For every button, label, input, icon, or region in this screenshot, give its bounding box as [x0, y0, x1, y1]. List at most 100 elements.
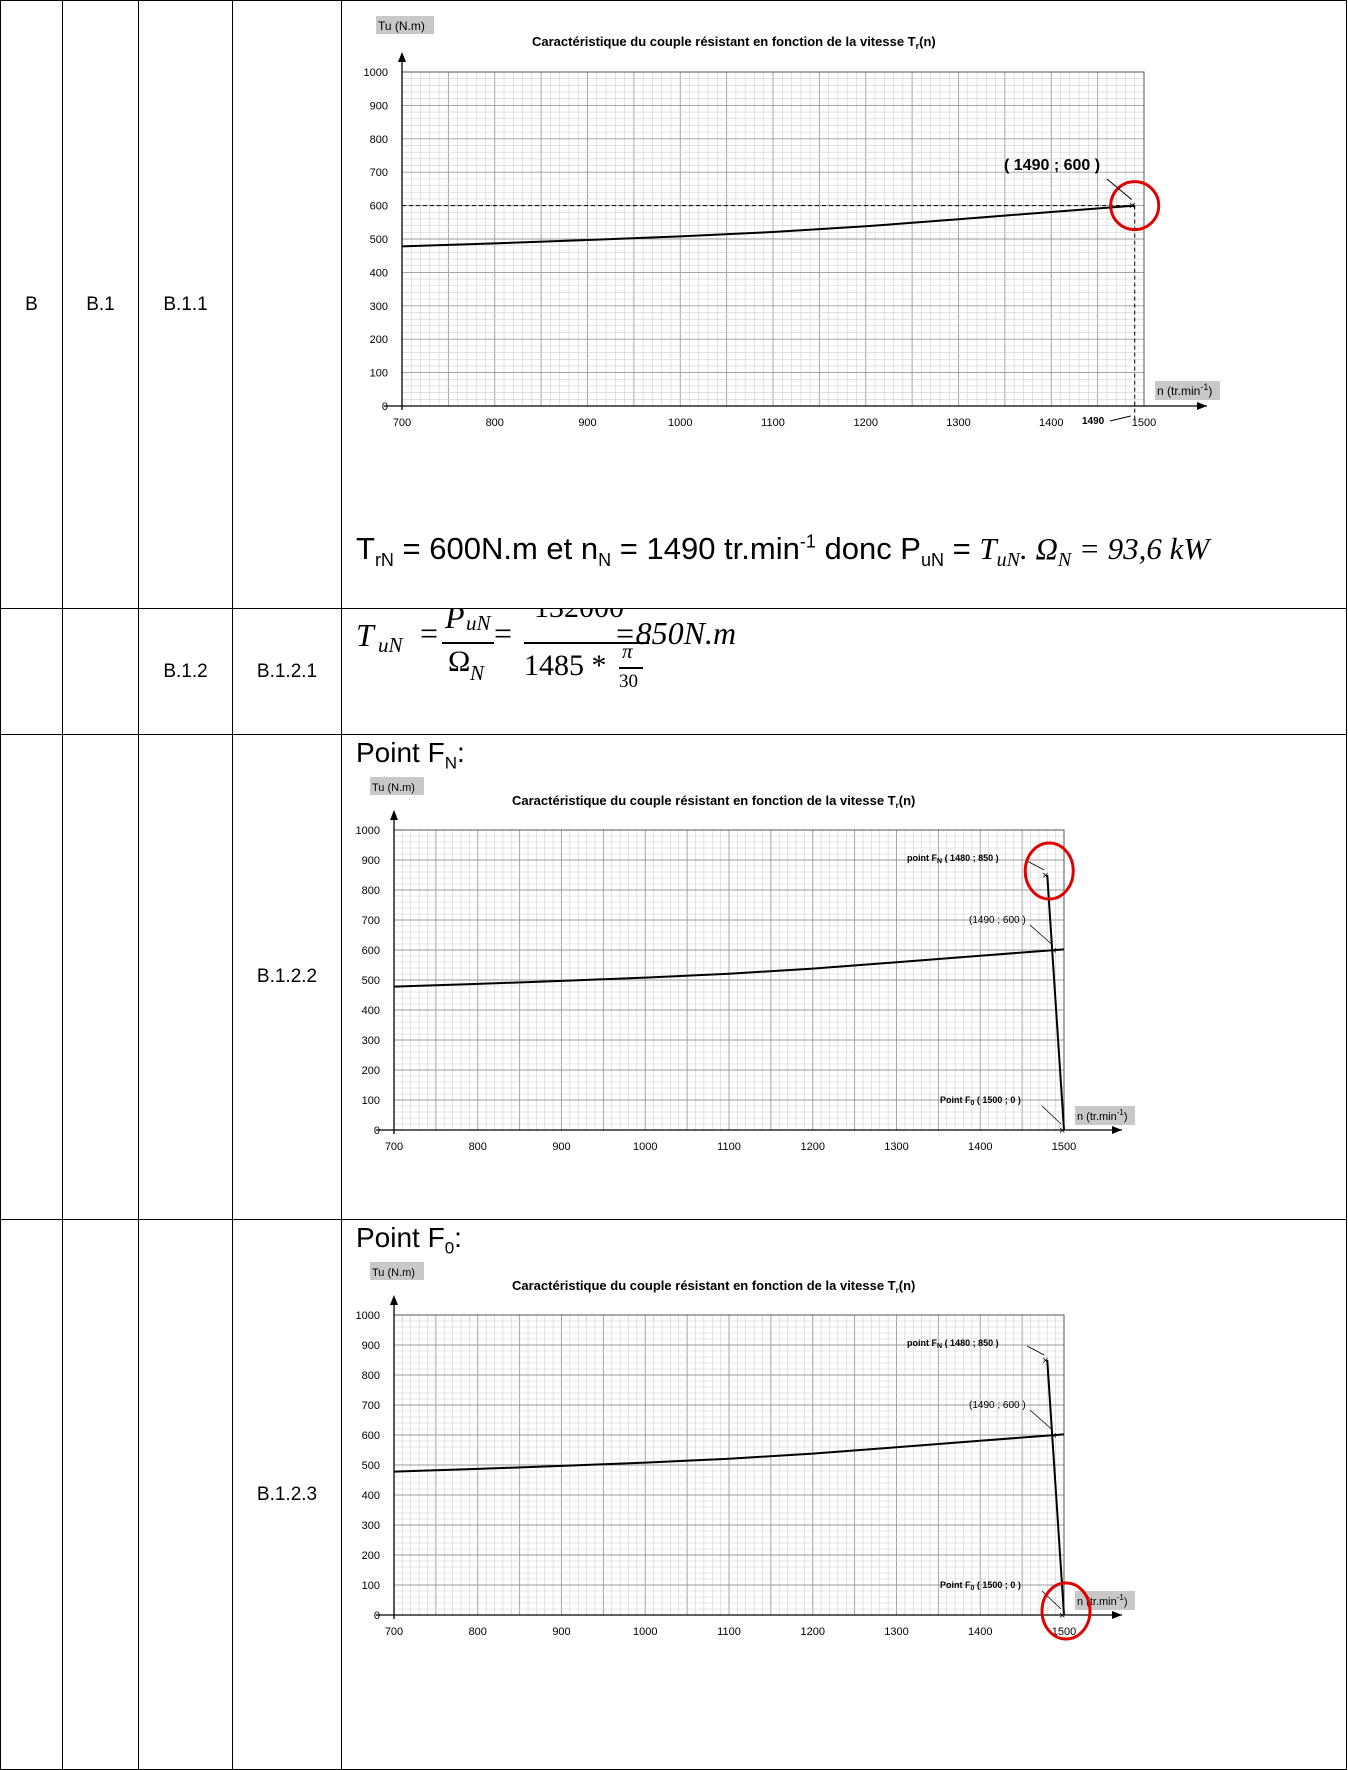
- y-label-bg: [370, 777, 424, 795]
- table-row: B.1.2 B.1.2.1 T uN = P uN Ω N = 132000 1…: [0, 608, 1347, 735]
- formula-nominal-torque: T uN = P uN Ω N = 132000 1485 * π 30 =85…: [356, 609, 737, 692]
- cell-part: [62, 734, 139, 1220]
- cell-section: [0, 1219, 63, 1770]
- y-tick-label: 500: [362, 975, 380, 987]
- cell-question: B.1.1: [138, 0, 233, 609]
- annotation-arrow: [1029, 924, 1053, 946]
- y-tick-label: 400: [362, 1490, 380, 1502]
- x-tick-label: 1500: [1052, 1626, 1076, 1638]
- x-label-bg: [1155, 381, 1220, 400]
- y-tick-label: 0: [374, 1610, 380, 1622]
- fraction-bar: [619, 667, 643, 669]
- y-tick-label: 1000: [364, 67, 388, 79]
- y-tick-label: 0: [382, 401, 388, 413]
- annotation-arrow: [1029, 1409, 1053, 1431]
- point-marker: ×: [1051, 945, 1057, 957]
- y-tick-label: 700: [370, 167, 388, 179]
- x-tick-label: 700: [385, 1626, 403, 1638]
- table-row: B.1.2.3 Point F0: 0 100 200 300 400 500 600 700…: [0, 1219, 1347, 1770]
- point-f0-annotation: Point F0 ( 1500 ; 0 ): [940, 1095, 1021, 1107]
- x-tick-label: 700: [385, 1141, 403, 1153]
- y-tick-label: 100: [362, 1095, 380, 1107]
- y-tick-label: 800: [362, 1370, 380, 1382]
- highlight-circle: [1023, 841, 1075, 901]
- x-tick-label: 1300: [946, 417, 970, 429]
- point-f0-heading: Point F0:: [356, 1222, 462, 1258]
- x-value-annotation: 1490: [1082, 416, 1105, 427]
- answer-cell: Point FN: 0 100 200 300 400 500 600 700 800 900 10…: [341, 734, 1347, 1220]
- cell-section: B: [0, 0, 63, 609]
- y-tick-label: 500: [370, 234, 388, 246]
- y-tick-label: 1000: [356, 825, 380, 837]
- y-tick-label: 900: [362, 855, 380, 867]
- chart-title: Caractéristique du couple résistant en f…: [512, 793, 915, 810]
- y-tick-label: 800: [370, 134, 388, 146]
- x-tick-label: 800: [469, 1141, 487, 1153]
- formula-nominal-power: TrN = 600N.m et nN = 1490 tr.min-1 donc …: [356, 531, 1210, 572]
- y-tick-label: 300: [370, 301, 388, 313]
- x-tick-label: 1200: [801, 1141, 825, 1153]
- series-line: [401, 204, 1135, 248]
- cell-subquestion: B.1.2.2: [232, 734, 342, 1220]
- annotation-arrow: [1041, 1105, 1062, 1125]
- x-tick-label: 1200: [854, 417, 878, 429]
- x-tick-label: 1000: [633, 1141, 657, 1153]
- x-tick-label: 700: [393, 417, 411, 429]
- x-tick-label: 1100: [761, 417, 785, 429]
- y-tick-label: 400: [362, 1005, 380, 1017]
- x-tick-label: 1400: [1039, 417, 1063, 429]
- cell-subquestion: B.1.2.3: [232, 1219, 342, 1770]
- x-tick-label: 1200: [801, 1626, 825, 1638]
- point-marker: ×: [1051, 1430, 1057, 1442]
- y-axis-label: Tu (N.m): [372, 1267, 415, 1279]
- cell-subquestion: [232, 0, 342, 609]
- y-tick-label: 400: [370, 267, 388, 279]
- torque-chart-3: 0 100 200 300 400 500 600 700 800 900 1000 700 800 90…: [356, 1262, 1135, 1641]
- x-axis-label: n (tr.min-1): [1077, 1108, 1128, 1123]
- y-tick-label: 300: [362, 1035, 380, 1047]
- cell-question: B.1.2: [138, 608, 233, 735]
- cell-part: [62, 1219, 139, 1770]
- series-line: [1046, 874, 1065, 1131]
- x-tick-label: 900: [552, 1626, 570, 1638]
- chart-title: Caractéristique du couple résistant en f…: [512, 1278, 915, 1295]
- y-label-bg: [370, 1262, 424, 1280]
- answer-cell: 0 100 200 300 400 500 600 700 800 900 1000 700 800 90…: [341, 0, 1347, 609]
- point-marker: ×: [1129, 199, 1136, 213]
- cell-question: [138, 1219, 233, 1770]
- fraction-bar: [524, 642, 649, 644]
- point-fn-heading: Point FN:: [356, 737, 465, 773]
- y-tick-label: 1000: [356, 1310, 380, 1322]
- point-marker: ×: [1042, 870, 1048, 882]
- x-label-bg: [1075, 1106, 1135, 1125]
- annotation-arrow: [1109, 415, 1131, 422]
- annotation-arrow: [1026, 1345, 1045, 1356]
- y-tick-label: 100: [362, 1580, 380, 1592]
- series-line: [393, 948, 1065, 988]
- y-axis-arrow: [390, 1295, 398, 1305]
- point-fn-annotation: point FN ( 1480 ; 850 ): [907, 1338, 999, 1350]
- cell-question: [138, 734, 233, 1220]
- annotation-arrow: [1026, 860, 1045, 871]
- cell-section: [0, 734, 63, 1220]
- x-tick-label: 800: [486, 417, 504, 429]
- annotation-arrow: [1106, 178, 1133, 200]
- x-axis-arrow: [1112, 1611, 1122, 1619]
- series-line: [393, 1433, 1065, 1473]
- y-tick-label: 600: [362, 1430, 380, 1442]
- point-annotation: ( 1490 ; 600 ): [1004, 157, 1100, 174]
- y-tick-label: 600: [370, 201, 388, 213]
- x-tick-label: 1300: [884, 1626, 908, 1638]
- x-tick-label: 1500: [1132, 417, 1156, 429]
- chart-title: Caractéristique du couple résistant en f…: [532, 34, 936, 51]
- y-tick-label: 700: [362, 915, 380, 927]
- table-row: B B.1 B.1.1 0 100 200 300 400 500 600 700 800 900…: [0, 0, 1347, 609]
- y-tick-label: 200: [370, 334, 388, 346]
- torque-chart-2: 0 100 200 300 400 500 600 700 800 900 1000 700 800 90…: [356, 777, 1135, 1153]
- y-label-bg: [376, 16, 434, 34]
- fraction-bar: [442, 642, 494, 644]
- answer-cell: Point F0: 0 100 200 300 400 500 600 700 800 900 10…: [341, 1219, 1347, 1770]
- x-axis-arrow: [1112, 1126, 1122, 1134]
- table-row: B.1.2.2 Point FN: 0 100 200 300 400 500 600 700…: [0, 734, 1347, 1220]
